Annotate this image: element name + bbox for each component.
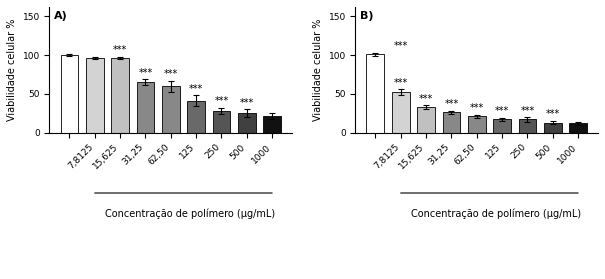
Text: ***: ***: [469, 103, 484, 113]
Bar: [137, 82, 154, 133]
Bar: [238, 113, 256, 133]
Text: Concentração de polímero (µg/mL): Concentração de polímero (µg/mL): [105, 208, 275, 218]
Text: Concentração de polímero (µg/mL): Concentração de polímero (µg/mL): [411, 208, 581, 218]
Text: ***: ***: [495, 106, 509, 116]
Bar: [493, 119, 511, 133]
Bar: [162, 86, 180, 133]
Bar: [569, 123, 587, 133]
Bar: [60, 55, 78, 133]
Bar: [392, 92, 410, 133]
Text: ***: ***: [419, 94, 433, 104]
Text: ***: ***: [240, 98, 254, 108]
Bar: [518, 119, 536, 133]
Text: ***: ***: [444, 99, 459, 109]
Text: ***: ***: [520, 105, 535, 116]
Text: ***: ***: [214, 96, 229, 106]
Text: ***: ***: [113, 45, 127, 56]
Text: ***: ***: [394, 78, 408, 88]
Y-axis label: Viabilidade celular %: Viabilidade celular %: [313, 19, 323, 121]
Text: ***: ***: [139, 68, 152, 78]
Text: ***: ***: [189, 84, 203, 94]
Bar: [212, 111, 231, 133]
Bar: [86, 58, 103, 133]
Bar: [367, 54, 384, 133]
Y-axis label: Viabilidade celular %: Viabilidade celular %: [7, 19, 17, 121]
Text: ***: ***: [546, 109, 560, 119]
Bar: [468, 116, 486, 133]
Text: B): B): [361, 11, 374, 21]
Text: A): A): [54, 11, 68, 21]
Bar: [417, 107, 435, 133]
Bar: [544, 122, 561, 133]
Text: ***: ***: [164, 69, 178, 79]
Bar: [442, 112, 460, 133]
Bar: [111, 58, 129, 133]
Bar: [263, 116, 281, 133]
Text: ***: ***: [394, 41, 408, 51]
Bar: [188, 101, 205, 133]
